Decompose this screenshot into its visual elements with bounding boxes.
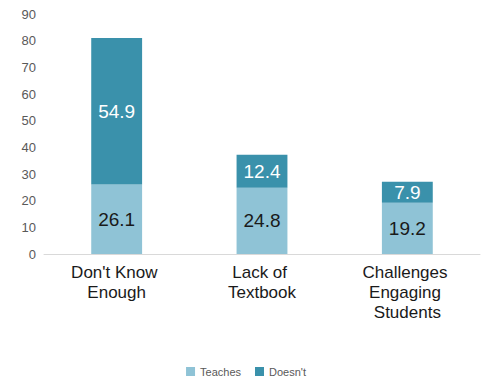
svg-text:7.9: 7.9 <box>394 182 420 203</box>
svg-text:Textbook: Textbook <box>228 283 297 302</box>
svg-text:Engaging: Engaging <box>369 283 446 302</box>
svg-text:Enough: Enough <box>87 283 146 302</box>
svg-text:50: 50 <box>22 113 36 128</box>
svg-text:Challenges: Challenges <box>362 263 452 282</box>
svg-text:60: 60 <box>22 87 36 102</box>
svg-text:40: 40 <box>22 140 36 155</box>
svg-text:Teaches: Teaches <box>200 366 241 378</box>
svg-text:70: 70 <box>22 60 36 75</box>
svg-text:54.9: 54.9 <box>98 101 135 122</box>
svg-text:90: 90 <box>22 7 36 22</box>
svg-text:Don't Know: Don't Know <box>71 263 162 282</box>
svg-text:20: 20 <box>22 193 36 208</box>
svg-text:Doesn't: Doesn't <box>269 366 306 378</box>
svg-text:Students: Students <box>374 303 441 322</box>
svg-text:24.8: 24.8 <box>244 210 281 231</box>
svg-text:30: 30 <box>22 167 36 182</box>
svg-text:0: 0 <box>29 247 36 262</box>
svg-text:12.4: 12.4 <box>244 161 281 182</box>
svg-text:10: 10 <box>22 220 36 235</box>
svg-text:19.2: 19.2 <box>389 218 426 239</box>
svg-text:80: 80 <box>22 33 36 48</box>
svg-text:Lack of: Lack of <box>232 263 292 282</box>
svg-text:26.1: 26.1 <box>98 209 135 230</box>
